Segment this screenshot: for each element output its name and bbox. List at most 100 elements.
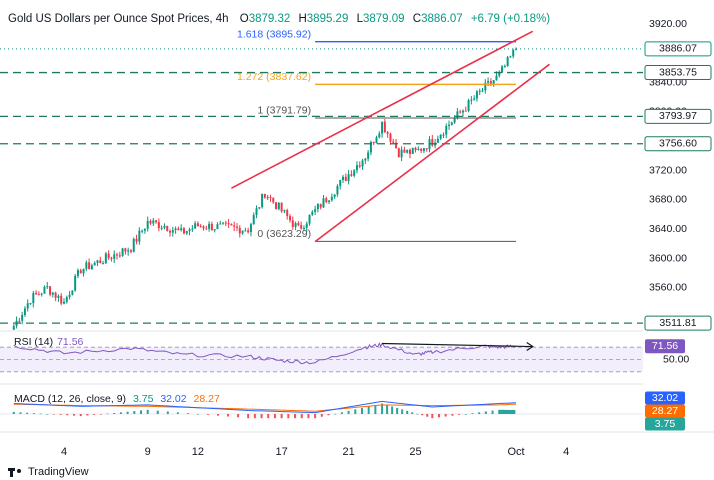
macd-hist-bar bbox=[360, 407, 363, 414]
macd-hist-bar bbox=[300, 414, 303, 419]
candle-body bbox=[487, 81, 490, 83]
candle-body bbox=[213, 229, 216, 231]
candle-body bbox=[107, 253, 110, 258]
macd-hist-bar bbox=[458, 414, 461, 415]
candle-body bbox=[484, 82, 487, 91]
candle-body bbox=[141, 230, 144, 232]
macd-hist-bar bbox=[73, 414, 76, 416]
candle-body bbox=[445, 125, 448, 135]
macd-value-label: 3.75 bbox=[655, 418, 676, 430]
candle-body bbox=[18, 320, 21, 322]
candle-body bbox=[96, 260, 99, 263]
candle-body bbox=[475, 91, 478, 99]
rsi-legend: RSI (14) 71.56 bbox=[14, 336, 84, 348]
macd-hist-bar bbox=[501, 409, 504, 414]
macd-hist-bar bbox=[217, 414, 220, 416]
macd-hist-bar bbox=[484, 411, 487, 414]
macd-hist-bar bbox=[287, 414, 290, 419]
macd-hist-bar bbox=[506, 409, 509, 414]
macd-hist-bar bbox=[499, 409, 502, 414]
x-tick-label: 4 bbox=[61, 446, 67, 458]
rsi-divergence-line bbox=[382, 342, 533, 348]
macd-hist-bar bbox=[498, 409, 501, 414]
macd-hist-bar bbox=[260, 414, 263, 419]
macd-hist-bar bbox=[354, 409, 357, 414]
macd-legend-hist: 3.75 bbox=[132, 393, 154, 405]
candle-body bbox=[233, 225, 236, 227]
macd-value-box bbox=[645, 391, 685, 405]
macd-histogram bbox=[12, 403, 516, 419]
candle-body bbox=[208, 223, 211, 229]
candle-body bbox=[266, 197, 269, 199]
macd-hist-bar bbox=[504, 409, 507, 414]
level-label: 3756.60 bbox=[659, 138, 697, 150]
macd-hist-bar bbox=[12, 411, 15, 414]
x-tick-label: 4 bbox=[563, 446, 569, 458]
macd-hist-bar bbox=[437, 414, 440, 418]
macd-hist-bar bbox=[396, 407, 399, 414]
candle-body bbox=[121, 248, 124, 256]
last-price-box bbox=[644, 41, 712, 57]
candle-body bbox=[65, 297, 68, 302]
macd-hist-bar bbox=[166, 411, 169, 414]
candle-body bbox=[392, 141, 395, 143]
level-label-box bbox=[644, 65, 712, 81]
candle-body bbox=[174, 228, 177, 231]
candle-body bbox=[29, 303, 32, 305]
candle-body bbox=[492, 80, 495, 84]
tradingview-logo[interactable]: TradingView bbox=[8, 466, 89, 478]
candle-body bbox=[127, 250, 130, 252]
candle-body bbox=[79, 270, 82, 274]
candle-body bbox=[456, 111, 459, 119]
macd-hist-bar bbox=[513, 410, 516, 414]
candle-body bbox=[177, 228, 180, 231]
candle-body bbox=[275, 202, 278, 209]
candle-body bbox=[76, 270, 79, 276]
y-tick-label: 3680.00 bbox=[649, 194, 687, 206]
macd-hist-bar bbox=[451, 414, 454, 416]
candle-body bbox=[361, 160, 364, 167]
candle-body bbox=[308, 214, 311, 224]
candle-body bbox=[339, 179, 342, 187]
candle-body bbox=[367, 152, 370, 159]
candle-body bbox=[506, 57, 509, 67]
candle-body bbox=[286, 210, 289, 217]
candle-body bbox=[152, 220, 155, 224]
candle-body bbox=[57, 295, 60, 298]
macd-legend: MACD (12, 26, close, 9) 3.75 32.02 28.27 bbox=[14, 393, 220, 405]
candles bbox=[12, 47, 517, 331]
macd-signal-line bbox=[13, 403, 517, 412]
candle-body bbox=[417, 148, 420, 151]
macd-hist-bar bbox=[39, 413, 42, 415]
candle-body bbox=[283, 210, 286, 212]
candle-body bbox=[272, 197, 275, 203]
candle-body bbox=[149, 220, 152, 224]
candle-body bbox=[369, 141, 372, 153]
level-label: 3793.97 bbox=[659, 110, 697, 122]
candle-body bbox=[247, 230, 250, 233]
rsi-level-label: 50.00 bbox=[663, 353, 689, 365]
channel-line-lower bbox=[314, 63, 550, 243]
candle-body bbox=[414, 147, 417, 151]
candle-body bbox=[269, 197, 272, 199]
macd-hist-bar bbox=[327, 414, 330, 416]
candle-body bbox=[241, 230, 244, 234]
macd-hist-bar bbox=[340, 412, 343, 414]
candle-body bbox=[431, 139, 434, 146]
candle-body bbox=[182, 228, 185, 234]
y-tick-label: 3600.00 bbox=[649, 252, 687, 264]
candle-body bbox=[104, 253, 107, 264]
macd-hist-bar bbox=[509, 409, 512, 414]
candle-body bbox=[453, 118, 456, 123]
candle-body bbox=[344, 176, 347, 181]
macd-legend-macd: 32.02 bbox=[160, 393, 187, 405]
candle-body bbox=[342, 176, 345, 180]
candle-body bbox=[325, 198, 328, 203]
candle-body bbox=[378, 133, 381, 138]
candle-body bbox=[188, 229, 191, 232]
macd-hist-bar bbox=[294, 414, 297, 419]
macd-hist-bar bbox=[176, 412, 179, 414]
candle-body bbox=[249, 224, 252, 233]
candle-body bbox=[230, 224, 233, 226]
